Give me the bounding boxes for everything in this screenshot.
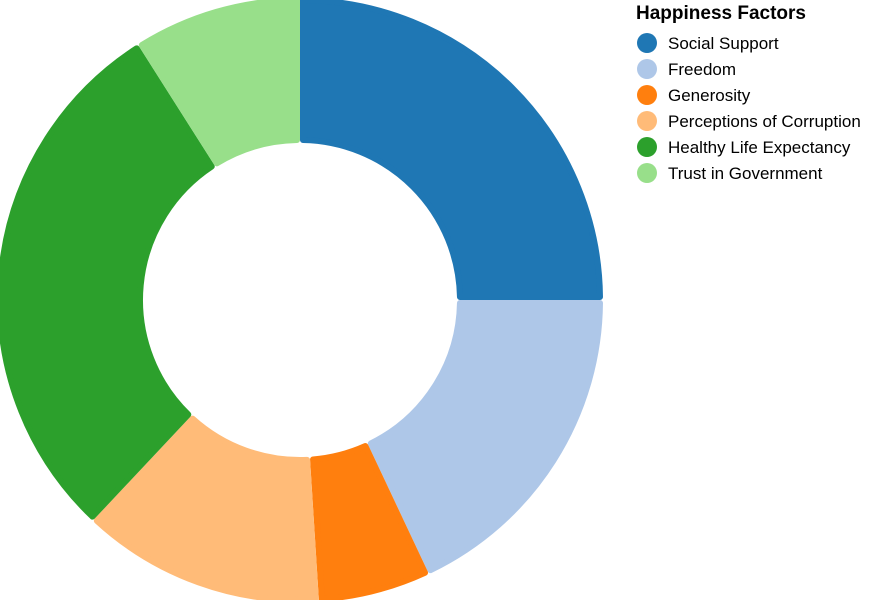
legend-swatch (637, 137, 657, 157)
legend-item: Perceptions of Corruption (637, 111, 861, 131)
donut-slice-generosity[interactable] (310, 443, 429, 600)
donut-slice-trust-in-government[interactable] (138, 0, 300, 167)
donut-slice-perceptions-of-corruption[interactable] (93, 415, 319, 600)
legend-label: Trust in Government (668, 164, 823, 183)
legend-item: Freedom (637, 59, 736, 79)
legend-swatch (637, 85, 657, 105)
legend-title: Happiness Factors (636, 3, 806, 24)
donut-slice-social-support[interactable] (300, 0, 603, 300)
legend-label: Generosity (668, 86, 751, 105)
legend-label: Freedom (668, 60, 736, 79)
legend-items: Social Support Freedom Generosity Perceptio… (637, 33, 861, 183)
legend-label: Healthy Life Expectancy (668, 138, 851, 157)
legend-label: Perceptions of Corruption (668, 112, 861, 131)
legend-swatch (637, 59, 657, 79)
legend-swatch (637, 111, 657, 131)
legend: Happiness Factors Social Support Freedom G… (636, 3, 861, 183)
legend-item: Healthy Life Expectancy (637, 137, 851, 157)
legend-item: Trust in Government (637, 163, 823, 183)
legend-item: Generosity (637, 85, 751, 105)
legend-swatch (637, 33, 657, 53)
legend-item: Social Support (637, 33, 779, 53)
donut-slice-healthy-life-expectancy[interactable] (0, 45, 215, 520)
legend-swatch (637, 163, 657, 183)
donut-slices (0, 0, 603, 600)
legend-label: Social Support (668, 34, 779, 53)
donut-slice-freedom[interactable] (367, 300, 603, 574)
